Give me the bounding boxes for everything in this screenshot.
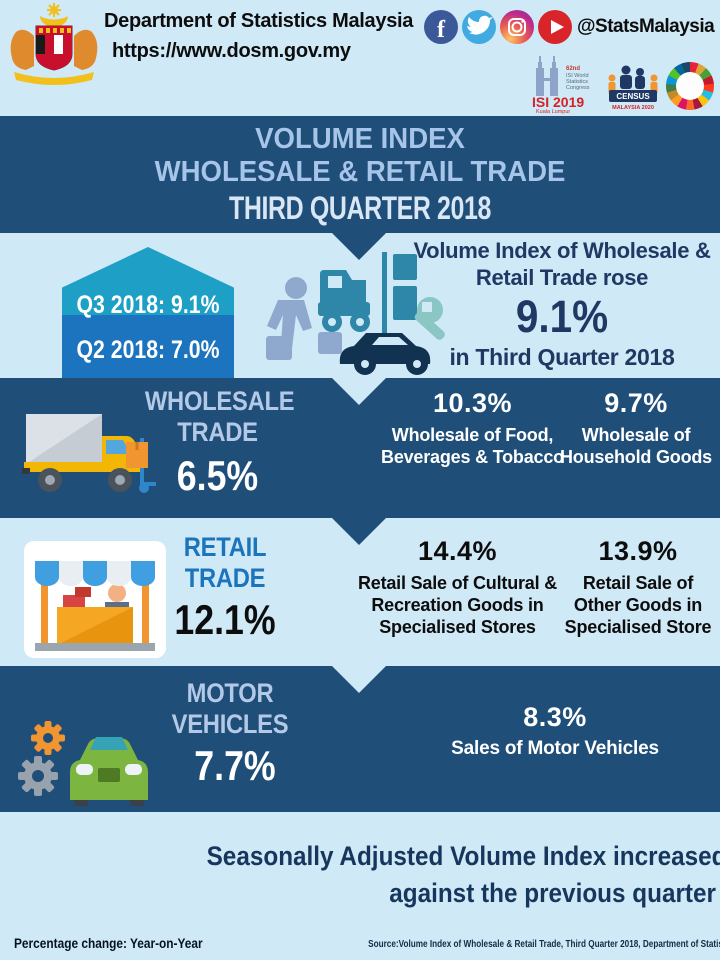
market-stall-icon: [24, 541, 166, 658]
q3-value-label: Q3 2018: 9.1%: [76, 291, 220, 319]
svg-text:Congress: Congress: [566, 85, 590, 91]
marker-bottom-half: [62, 315, 234, 378]
instagram-icon[interactable]: [500, 10, 534, 44]
title-line1: VOLUME INDEX: [255, 123, 465, 155]
headline-block: Volume Index of Wholesale & Retail Trade…: [408, 237, 716, 371]
headline-line2: Retail Trade rose: [475, 265, 649, 290]
gears-car-icon: [8, 712, 158, 808]
stat-value: 10.3%: [432, 388, 513, 418]
motor-value: 7.7%: [194, 742, 276, 789]
social-handle[interactable]: @StatsMalaysia: [577, 16, 715, 37]
stat-label: Retail Sale of Other Goods in Specialise…: [564, 573, 712, 637]
stat-motor-sales: 8.3% Sales of Motor Vehicles: [420, 702, 690, 760]
website-link[interactable]: https://www.dosm.gov.my: [112, 40, 351, 62]
twitter-icon[interactable]: [462, 10, 496, 44]
stat-value: 13.9%: [598, 536, 678, 566]
svg-text:62nd: 62nd: [566, 66, 580, 72]
section-name-motor: MOTOR VEHICLES: [160, 678, 301, 740]
census-2020-logo: CENSUS MALAYSIA 2020: [604, 62, 662, 112]
retail-value: 12.1%: [174, 596, 276, 643]
q2-value-label: Q2 2018: 7.0%: [76, 336, 220, 364]
delivery-truck-icon: [14, 394, 164, 506]
stat-label: Sales of Motor Vehicles: [451, 738, 659, 759]
section-name-line2: VEHICLES: [171, 709, 289, 739]
seasonal-line2: against the previous quarter: [389, 878, 716, 908]
section-name-line1: MOTOR: [186, 678, 274, 708]
stat-label: Wholesale of Household Goods: [560, 425, 712, 467]
down-arrow-icon: [332, 378, 386, 405]
section-name-wholesale: WHOLESALE TRADE: [144, 386, 295, 448]
svg-text:MALAYSIA 2020: MALAYSIA 2020: [612, 105, 654, 111]
section-name-line1: RETAIL: [183, 532, 267, 562]
title-band: VOLUME INDEX WHOLESALE & RETAIL TRADE TH…: [0, 116, 720, 233]
svg-text:CENSUS: CENSUS: [616, 92, 650, 101]
down-arrow-icon: [332, 518, 386, 545]
source-citation: Source:Volume Index of Wholesale & Retai…: [368, 938, 720, 950]
stat-wholesale-household: 9.7% Wholesale of Household Goods: [552, 388, 720, 468]
svg-text:ISI 2019: ISI 2019: [532, 94, 584, 110]
org-name: Department of Statistics Malaysia: [104, 10, 414, 32]
section-name-retail: RETAIL TRADE: [159, 532, 291, 594]
stat-value: 9.7%: [604, 388, 668, 418]
svg-text:Kuala Lumpur: Kuala Lumpur: [536, 109, 570, 114]
section-name-line2: TRADE: [177, 417, 258, 447]
seasonal-adjusted-statement: Seasonally Adjusted Volume Index increas…: [150, 833, 720, 910]
down-arrow-icon: [332, 233, 386, 260]
sdg-wheel-logo: [666, 62, 714, 110]
seasonal-pre: Seasonally Adjusted Volume Index increas…: [206, 841, 720, 871]
title-line3: THIRD QUARTER 2018: [228, 190, 492, 226]
seasonal-line1: Seasonally Adjusted Volume Index increas…: [207, 833, 720, 876]
section-name-line2: TRADE: [184, 563, 266, 593]
isi-2019-logo: 62nd ISI World Statistics Congress ISI 2…: [524, 54, 604, 115]
stat-retail-other: 13.9% Retail Sale of Other Goods in Spec…: [560, 536, 716, 638]
stat-value: 8.3%: [523, 702, 587, 732]
headline-line1: Volume Index of Wholesale &: [413, 238, 711, 263]
stat-wholesale-food: 10.3% Wholesale of Food, Beverages & Tob…: [375, 388, 570, 468]
malaysia-coat-of-arms-icon: [6, 2, 102, 86]
stat-value: 14.4%: [417, 536, 498, 566]
quarter-comparison-marker: Q3 2018: 9.1% Q2 2018: 7.0%: [62, 247, 234, 378]
title-line2: WHOLESALE & RETAIL TRADE: [154, 156, 566, 188]
stat-label: Wholesale of Food, Beverages & Tobacco: [381, 425, 564, 467]
svg-text:Statistics: Statistics: [566, 79, 588, 85]
section-name-line1: WHOLESALE: [144, 386, 295, 416]
stat-label: Retail Sale of Cultural & Recreation Goo…: [357, 573, 558, 637]
wholesale-value: 6.5%: [176, 452, 259, 499]
trade-logistics-icon: [262, 240, 457, 380]
svg-text:ISI World: ISI World: [566, 73, 589, 79]
headline-value: 9.1%: [515, 291, 609, 342]
percentage-change-note: Percentage change: Year-on-Year: [14, 936, 203, 951]
facebook-icon[interactable]: f: [424, 10, 458, 44]
youtube-icon[interactable]: [538, 10, 572, 44]
down-arrow-icon: [332, 666, 386, 693]
stat-retail-cultural: 14.4% Retail Sale of Cultural & Recreati…: [355, 536, 560, 638]
headline-period: in Third Quarter 2018: [449, 344, 675, 370]
